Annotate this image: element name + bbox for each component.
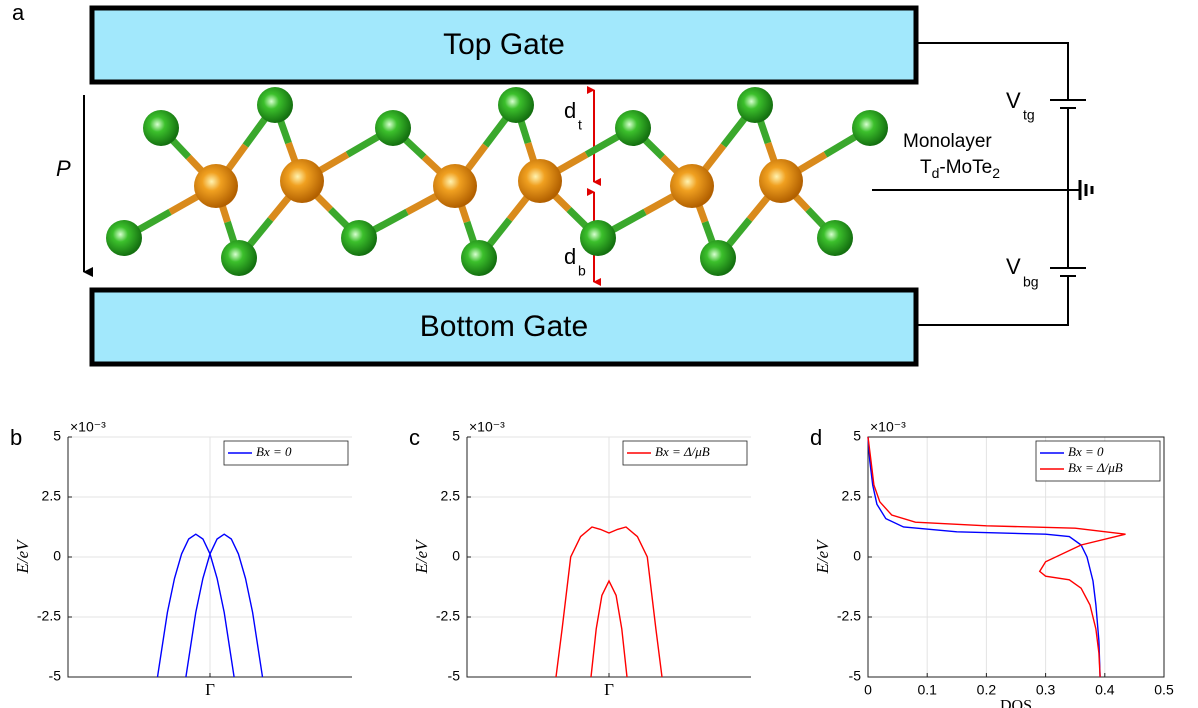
y-tick-label: 2.5 bbox=[441, 488, 461, 504]
y-axis-label: E/eV bbox=[813, 538, 832, 575]
voltage-label-sub: bg bbox=[1023, 274, 1039, 290]
te-atom bbox=[341, 220, 377, 256]
y-tick-label: -2.5 bbox=[37, 608, 61, 624]
legend-label: Bx = Δ/μB bbox=[1068, 460, 1123, 475]
y-axis-label: E/eV bbox=[412, 538, 431, 575]
te-atom bbox=[615, 110, 651, 146]
te-atom bbox=[106, 220, 142, 256]
x-tick-label: 0.5 bbox=[1154, 682, 1174, 698]
legend-label: Bx = 0 bbox=[256, 444, 292, 459]
mo-atom bbox=[280, 159, 324, 203]
voltage-label: V bbox=[1006, 254, 1021, 279]
distance-label-sub: t bbox=[578, 117, 582, 133]
polarization-label: P bbox=[56, 156, 71, 181]
y-tick-label: 5 bbox=[452, 428, 460, 444]
y-multiplier: ×10⁻³ bbox=[70, 419, 106, 435]
x-tick-label: 0.4 bbox=[1095, 682, 1115, 698]
x-tick-label: 0.3 bbox=[1036, 682, 1056, 698]
panel-label: b bbox=[10, 425, 22, 450]
y-tick-label: -5 bbox=[849, 668, 862, 684]
gate-label: Top Gate bbox=[443, 28, 565, 61]
te-atom bbox=[257, 87, 293, 123]
y-tick-label: -5 bbox=[448, 668, 461, 684]
distance-label: d bbox=[564, 98, 576, 123]
te-atom bbox=[143, 110, 179, 146]
series-line bbox=[158, 534, 235, 677]
te-atom bbox=[221, 240, 257, 276]
te-atom bbox=[737, 87, 773, 123]
y-multiplier: ×10⁻³ bbox=[870, 419, 906, 435]
circuit bbox=[872, 43, 1092, 325]
te-atom bbox=[461, 240, 497, 276]
y-tick-label: 0 bbox=[53, 548, 61, 564]
y-tick-label: 0 bbox=[452, 548, 460, 564]
x-tick-label: 0.2 bbox=[977, 682, 997, 698]
x-tick-label: 0.1 bbox=[917, 682, 937, 698]
x-tick-label: 0 bbox=[864, 682, 872, 698]
te-atom bbox=[700, 240, 736, 276]
voltage-label-sub: tg bbox=[1023, 107, 1035, 123]
material-label: Monolayer bbox=[903, 131, 992, 152]
y-tick-label: 2.5 bbox=[842, 488, 862, 504]
te-atom bbox=[375, 110, 411, 146]
legend-label: Bx = Δ/μB bbox=[655, 444, 710, 459]
panel-label: a bbox=[12, 0, 25, 25]
x-tick-label: Γ bbox=[205, 680, 215, 699]
te-atom bbox=[498, 87, 534, 123]
panel-label: c bbox=[409, 425, 420, 450]
mo-atom bbox=[194, 164, 238, 208]
material-label: Td-MoTe2 bbox=[920, 157, 1000, 181]
te-atom bbox=[817, 220, 853, 256]
panel-label: d bbox=[810, 425, 822, 450]
y-tick-label: 5 bbox=[853, 428, 861, 444]
y-tick-label: -5 bbox=[49, 668, 62, 684]
y-tick-label: -2.5 bbox=[436, 608, 460, 624]
mo-atom bbox=[433, 164, 477, 208]
gate-label: Bottom Gate bbox=[420, 310, 588, 343]
voltage-label: V bbox=[1006, 88, 1021, 113]
distance-label-sub: b bbox=[578, 263, 586, 279]
distance-label: d bbox=[564, 244, 576, 269]
y-tick-label: 2.5 bbox=[42, 488, 62, 504]
x-axis-label: DOS bbox=[1000, 698, 1032, 708]
te-atom bbox=[580, 220, 616, 256]
series-line bbox=[186, 534, 263, 677]
mo-atom bbox=[759, 159, 803, 203]
lattice bbox=[106, 87, 888, 276]
y-multiplier: ×10⁻³ bbox=[469, 419, 505, 435]
mo-atom bbox=[518, 159, 562, 203]
x-tick-label: Γ bbox=[604, 680, 614, 699]
y-axis-label: E/eV bbox=[13, 538, 32, 575]
y-tick-label: 5 bbox=[53, 428, 61, 444]
legend-label: Bx = 0 bbox=[1068, 444, 1104, 459]
te-atom bbox=[852, 110, 888, 146]
y-tick-label: 0 bbox=[853, 548, 861, 564]
y-tick-label: -2.5 bbox=[837, 608, 861, 624]
figure: a Top Gate Bottom Gate V tg V bg Monolay… bbox=[0, 0, 1198, 708]
mo-atom bbox=[670, 164, 714, 208]
